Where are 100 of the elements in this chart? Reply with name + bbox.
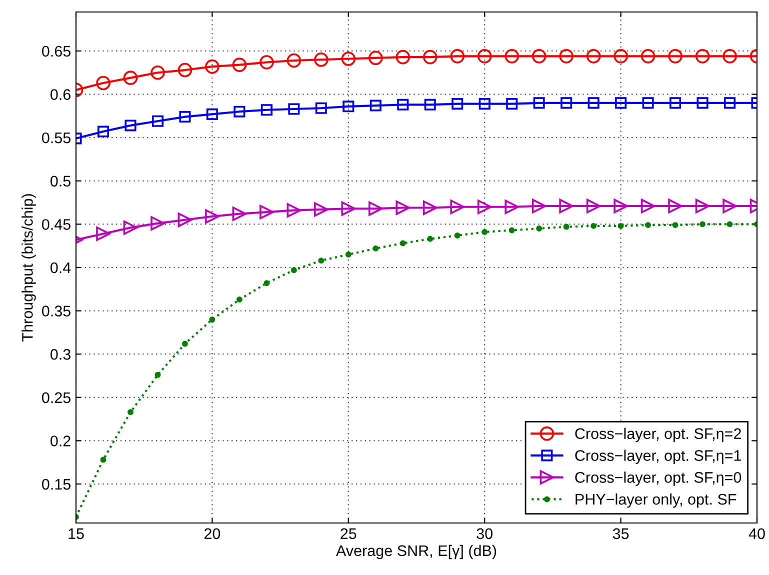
point: [205, 59, 220, 74]
point: [397, 98, 409, 110]
y-tick-label: 0.2: [50, 436, 70, 446]
point: [700, 221, 706, 228]
point: [178, 212, 192, 228]
point: [672, 222, 678, 228]
point: [614, 49, 628, 64]
point: [508, 227, 515, 234]
point: [178, 62, 192, 78]
point: [640, 198, 656, 214]
point: [182, 340, 188, 347]
y-tick-label: 0.5: [50, 176, 70, 187]
point: [424, 98, 436, 110]
point: [504, 200, 519, 214]
point: [726, 221, 733, 228]
point: [536, 226, 542, 232]
point: [314, 202, 328, 217]
point: [668, 49, 682, 64]
point: [427, 236, 434, 242]
point: [345, 252, 352, 258]
point: [563, 224, 570, 230]
point: [450, 49, 465, 64]
x-tick-label: 20: [204, 528, 220, 540]
point: [206, 108, 218, 120]
point: [290, 267, 297, 274]
legend-label: Cross−layer, opt. SF,η=1: [575, 450, 741, 464]
point: [234, 106, 246, 118]
point: [150, 65, 165, 80]
point: [97, 126, 110, 138]
point: [127, 409, 134, 416]
legend-label: PHY−layer only, opt. SF: [576, 493, 736, 508]
point: [452, 98, 464, 110]
point: [396, 200, 410, 215]
point: [560, 97, 572, 109]
point: [372, 245, 379, 252]
y-axis-title: Throughput (bits/chip): [22, 194, 36, 342]
point: [422, 50, 438, 64]
point: [559, 198, 574, 214]
y-tick-label: 0.65: [42, 46, 70, 57]
point: [368, 50, 383, 66]
point: [260, 104, 272, 116]
point: [341, 201, 356, 216]
point: [559, 49, 574, 64]
point: [396, 50, 410, 64]
point: [260, 204, 274, 220]
point: [586, 49, 601, 64]
x-tick-label: 25: [340, 528, 356, 540]
point: [477, 200, 492, 214]
point: [154, 372, 161, 378]
point: [318, 258, 324, 264]
y-tick-label: 0.55: [42, 132, 70, 144]
y-tick-label: 0.15: [42, 478, 70, 490]
x-tick-label: 35: [612, 528, 629, 540]
point: [315, 102, 327, 114]
point: [100, 456, 106, 463]
point: [314, 52, 328, 67]
point: [96, 226, 110, 241]
point: [232, 206, 247, 221]
x-tick-label: 40: [748, 528, 765, 540]
point: [450, 200, 465, 214]
point: [640, 49, 656, 64]
point: [588, 97, 600, 109]
point: [695, 49, 710, 64]
point: [695, 198, 710, 214]
point: [236, 296, 242, 303]
point: [264, 280, 270, 286]
point: [400, 240, 406, 246]
point: [506, 98, 518, 110]
point: [368, 201, 383, 216]
point: [124, 120, 136, 132]
point: [205, 209, 220, 224]
point: [618, 222, 624, 229]
x-axis-title: Average SNR, E[γ] (dB): [336, 544, 496, 560]
legend-label: Cross−layer, opt. SF,η=2: [575, 428, 741, 442]
point: [642, 97, 654, 109]
point: [724, 97, 736, 109]
point: [615, 97, 627, 109]
point: [422, 200, 438, 215]
point: [370, 100, 382, 112]
point: [586, 198, 601, 214]
x-tick-label: 30: [476, 528, 492, 540]
point: [722, 49, 737, 64]
point: [286, 203, 302, 218]
point: [209, 316, 216, 322]
point: [670, 97, 682, 109]
point: [96, 76, 110, 90]
point: [482, 229, 488, 235]
point: [645, 222, 652, 228]
point: [232, 58, 247, 72]
point: [533, 97, 545, 109]
point: [341, 52, 356, 66]
point: [477, 49, 492, 64]
point: [532, 198, 546, 214]
point: [260, 55, 274, 70]
point: [590, 222, 597, 229]
point: [288, 103, 300, 115]
x-tick-label: 15: [68, 528, 84, 540]
point: [614, 198, 628, 214]
point: [722, 198, 737, 214]
point: [532, 49, 546, 64]
